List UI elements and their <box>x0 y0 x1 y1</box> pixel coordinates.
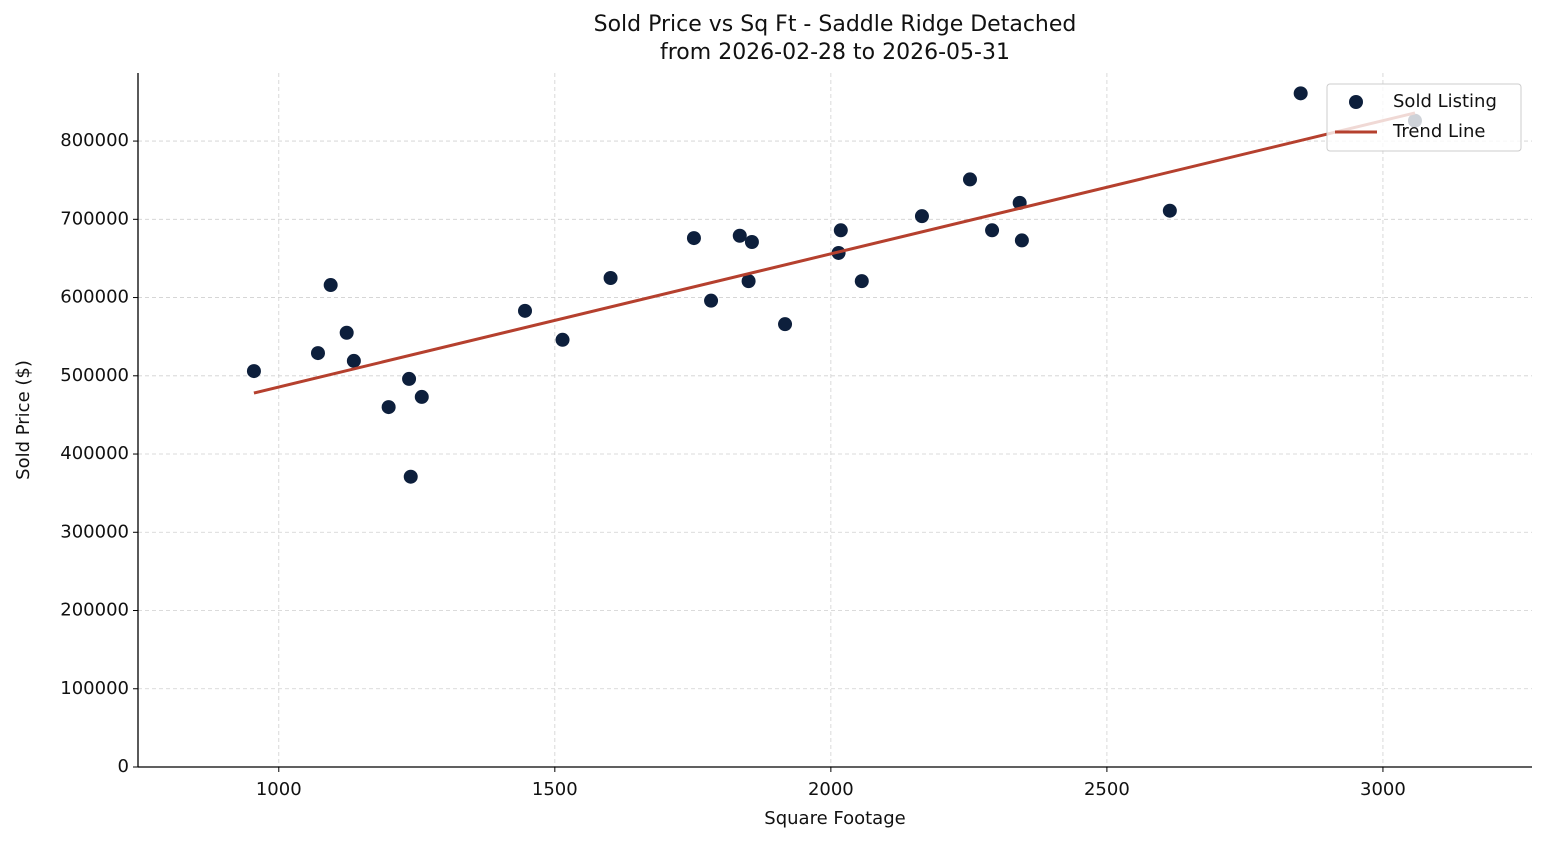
grid <box>138 73 1532 768</box>
point <box>744 235 759 250</box>
chart-subtitle: from 2026-02-28 to 2026-05-31 <box>660 40 1010 65</box>
x-axis-label: Square Footage <box>764 808 905 829</box>
point <box>833 223 848 238</box>
point <box>246 364 261 379</box>
y-tick-label: 600000 <box>60 287 129 308</box>
point <box>381 400 396 415</box>
point <box>704 293 719 308</box>
point <box>310 346 325 361</box>
legend-label: Trend Line <box>1392 121 1486 142</box>
x-tick-label: 2500 <box>1084 779 1130 800</box>
point <box>732 228 747 243</box>
point <box>1014 233 1029 248</box>
trend-line <box>253 111 1416 395</box>
point <box>741 274 756 289</box>
y-tick-label: 300000 <box>60 521 129 542</box>
point <box>985 223 1000 238</box>
x-tick-label: 2000 <box>808 779 854 800</box>
x-tick-label: 3000 <box>1360 779 1406 800</box>
point <box>603 270 618 285</box>
y-tick-label: 500000 <box>60 365 129 386</box>
y-axis-label: Sold Price ($) <box>13 360 34 480</box>
legend-box <box>1326 83 1522 152</box>
legend-label: Sold Listing <box>1393 91 1497 112</box>
y-tick-label: 0 <box>118 756 129 777</box>
y-tick-label: 700000 <box>60 208 129 229</box>
point <box>1162 203 1177 218</box>
point <box>854 274 869 289</box>
y-tick-label: 200000 <box>60 600 129 621</box>
point <box>778 317 793 332</box>
legend-swatch <box>1349 95 1363 109</box>
point <box>555 332 570 347</box>
point <box>518 303 533 318</box>
point <box>346 353 361 368</box>
y-tick-label: 400000 <box>60 443 129 464</box>
point <box>403 469 418 484</box>
chart-title: Sold Price vs Sq Ft - Saddle Ridge Detac… <box>594 12 1077 37</box>
y-tick-label: 100000 <box>60 678 129 699</box>
point <box>686 231 701 246</box>
x-tick-label: 1500 <box>532 779 578 800</box>
point <box>402 371 417 386</box>
y-tick-label: 800000 <box>60 130 129 151</box>
point <box>339 325 354 340</box>
point <box>962 172 977 187</box>
legend: Sold Listing Trend Line <box>1326 83 1522 152</box>
point <box>414 389 429 404</box>
point <box>914 209 929 224</box>
marks <box>246 86 1422 484</box>
point <box>323 278 338 293</box>
x-tick-label: 1000 <box>256 779 302 800</box>
point <box>1293 86 1308 101</box>
